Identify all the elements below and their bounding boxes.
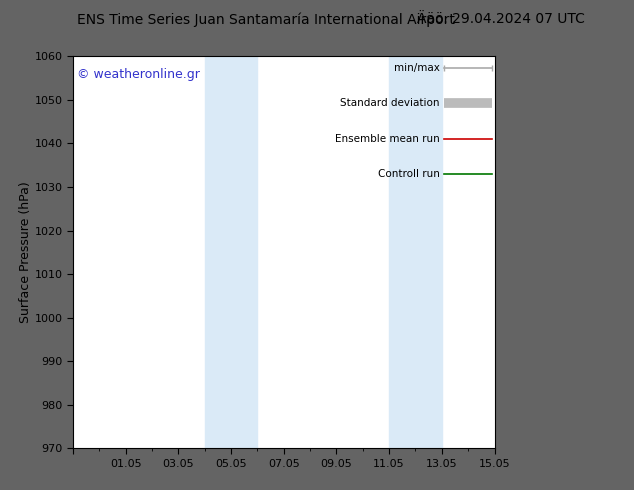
Line: 2 pts: 2 pts — [441, 65, 496, 72]
Text: Controll run: Controll run — [378, 169, 440, 179]
Text: ENS Time Series Juan Santamaría International Airport: ENS Time Series Juan Santamaría Internat… — [77, 12, 455, 27]
Text: © weatheronline.gr: © weatheronline.gr — [77, 68, 200, 81]
Y-axis label: Surface Pressure (hPa): Surface Pressure (hPa) — [18, 181, 32, 323]
Text: Standard deviation: Standard deviation — [340, 98, 440, 108]
Bar — [205, 56, 257, 448]
Text: min/max: min/max — [394, 63, 440, 73]
Text: Ensemble mean run: Ensemble mean run — [335, 134, 440, 144]
Text: Ääö. 29.04.2024 07 UTC: Ääö. 29.04.2024 07 UTC — [417, 12, 585, 26]
Bar — [389, 56, 442, 448]
